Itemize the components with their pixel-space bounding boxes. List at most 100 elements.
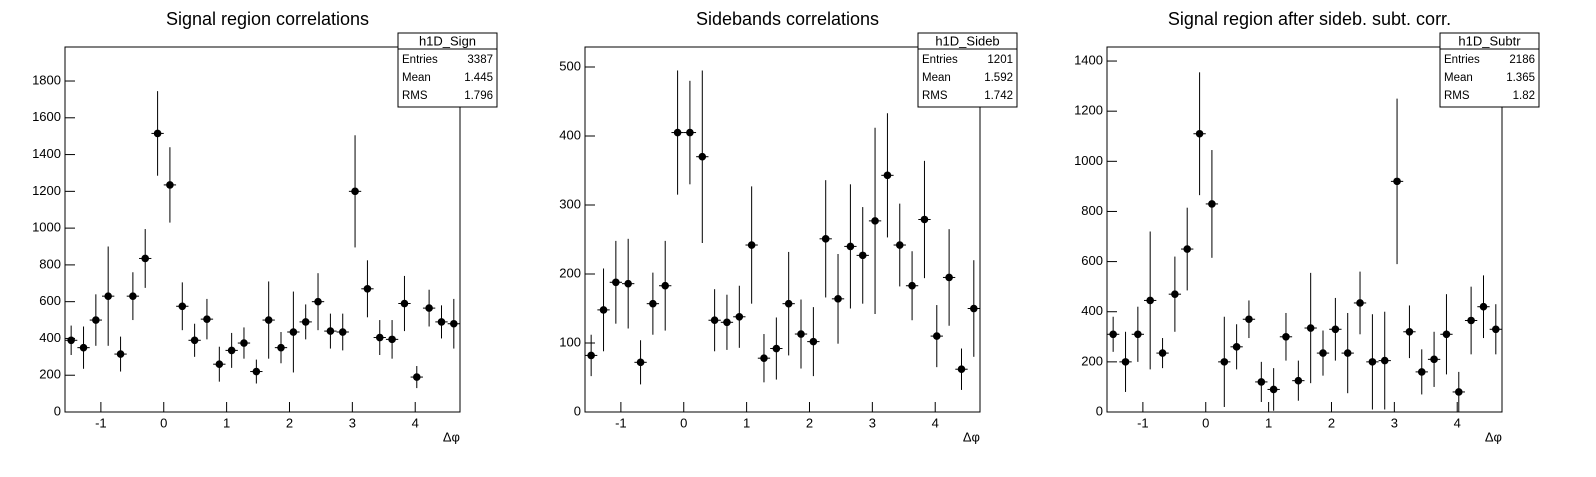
x-tick-label: 2 — [806, 415, 813, 430]
data-point — [1454, 388, 1463, 396]
y-tick-label: 200 — [559, 265, 581, 280]
data-point — [883, 171, 892, 180]
x-axis-label: Δφ — [1485, 429, 1502, 444]
data-point — [908, 281, 916, 290]
data-point — [289, 328, 298, 336]
x-tick-label: 4 — [1454, 415, 1461, 430]
data-point — [871, 217, 879, 225]
data-point — [587, 351, 595, 360]
data-point — [599, 306, 608, 314]
data-point — [1109, 330, 1117, 339]
data-point — [104, 292, 112, 300]
data-point — [79, 343, 88, 352]
data-point — [388, 335, 396, 344]
data-point — [1134, 330, 1142, 339]
y-tick-label: 0 — [1096, 403, 1103, 418]
data-point — [240, 339, 248, 347]
data-point — [636, 358, 645, 367]
stats-box — [917, 32, 1018, 108]
data-point — [1479, 302, 1488, 311]
x-tick-label: 3 — [1391, 415, 1398, 430]
data-point — [1319, 349, 1327, 357]
data-point — [1306, 324, 1315, 332]
data-point — [1467, 316, 1475, 325]
data-point — [698, 152, 707, 161]
x-tick-label: 3 — [869, 415, 876, 430]
data-point — [252, 367, 261, 376]
y-tick-label: 500 — [559, 58, 581, 73]
data-point — [203, 315, 211, 323]
data-point — [1417, 368, 1426, 376]
plot-frame — [584, 46, 981, 413]
data-point — [1220, 358, 1229, 366]
data-point — [649, 299, 657, 308]
x-tick-label: 2 — [286, 415, 293, 430]
stats-label: Mean — [922, 72, 951, 84]
data-point — [945, 273, 953, 282]
data-point — [1492, 325, 1500, 334]
stats-label: Entries — [1444, 54, 1480, 66]
y-tick-label: 400 — [559, 127, 581, 142]
data-point — [1405, 327, 1414, 336]
data-point — [1269, 385, 1278, 394]
stats-title: h1D_Subtr — [1458, 33, 1521, 48]
data-point — [612, 278, 620, 287]
stats-value: 1.796 — [464, 90, 493, 102]
x-tick-label: 4 — [412, 415, 419, 430]
stats-title: h1D_Sign — [419, 33, 476, 48]
stats-label: RMS — [402, 90, 428, 102]
plot-frame — [1106, 46, 1503, 413]
data-point — [957, 365, 966, 374]
data-point — [1195, 129, 1204, 138]
x-tick-label: 0 — [1202, 415, 1209, 430]
data-point — [920, 215, 929, 224]
data-point — [67, 336, 75, 345]
data-point — [1380, 356, 1389, 365]
data-point — [264, 316, 273, 324]
data-point — [412, 373, 421, 381]
x-axis-label: Δφ — [443, 429, 460, 444]
data-point — [858, 251, 867, 260]
x-tick-label: 0 — [680, 415, 687, 430]
data-point — [227, 346, 236, 355]
data-point — [1282, 332, 1290, 341]
data-point — [1331, 325, 1340, 334]
y-tick-label: 1000 — [1074, 153, 1103, 168]
stats-value: 2186 — [1509, 54, 1535, 66]
stats-value: 1.445 — [464, 72, 493, 84]
x-tick-label: 0 — [160, 415, 167, 430]
stats-value: 1.742 — [984, 90, 1013, 102]
data-point — [1343, 349, 1352, 357]
x-tick-label: 1 — [1265, 415, 1272, 430]
stats-label: Entries — [402, 54, 438, 66]
data-point — [1430, 355, 1438, 364]
y-tick-label: 200 — [1081, 353, 1103, 368]
data-point — [747, 241, 756, 249]
data-point — [661, 281, 670, 290]
data-point — [821, 235, 830, 243]
data-point — [723, 318, 731, 327]
data-point — [425, 304, 433, 312]
data-point — [735, 312, 744, 321]
data-point — [437, 318, 446, 326]
plot-frame — [64, 46, 461, 413]
data-point — [797, 330, 805, 338]
data-point — [686, 128, 694, 137]
stats-label: RMS — [922, 90, 948, 102]
y-tick-label: 1200 — [1074, 103, 1103, 118]
data-point — [1171, 290, 1179, 298]
data-point — [141, 254, 150, 263]
y-tick-label: 1400 — [32, 146, 61, 161]
data-point — [1393, 177, 1401, 186]
y-tick-label: 600 — [1081, 253, 1103, 268]
data-point — [400, 299, 409, 308]
y-tick-label: 1200 — [32, 183, 61, 198]
data-point — [1442, 330, 1451, 339]
data-point — [895, 241, 904, 249]
x-tick-label: 2 — [1328, 415, 1335, 430]
x-tick-label: 3 — [349, 415, 356, 430]
y-tick-label: 1000 — [32, 220, 61, 235]
x-tick-label: 1 — [743, 415, 750, 430]
data-point — [1356, 299, 1364, 307]
